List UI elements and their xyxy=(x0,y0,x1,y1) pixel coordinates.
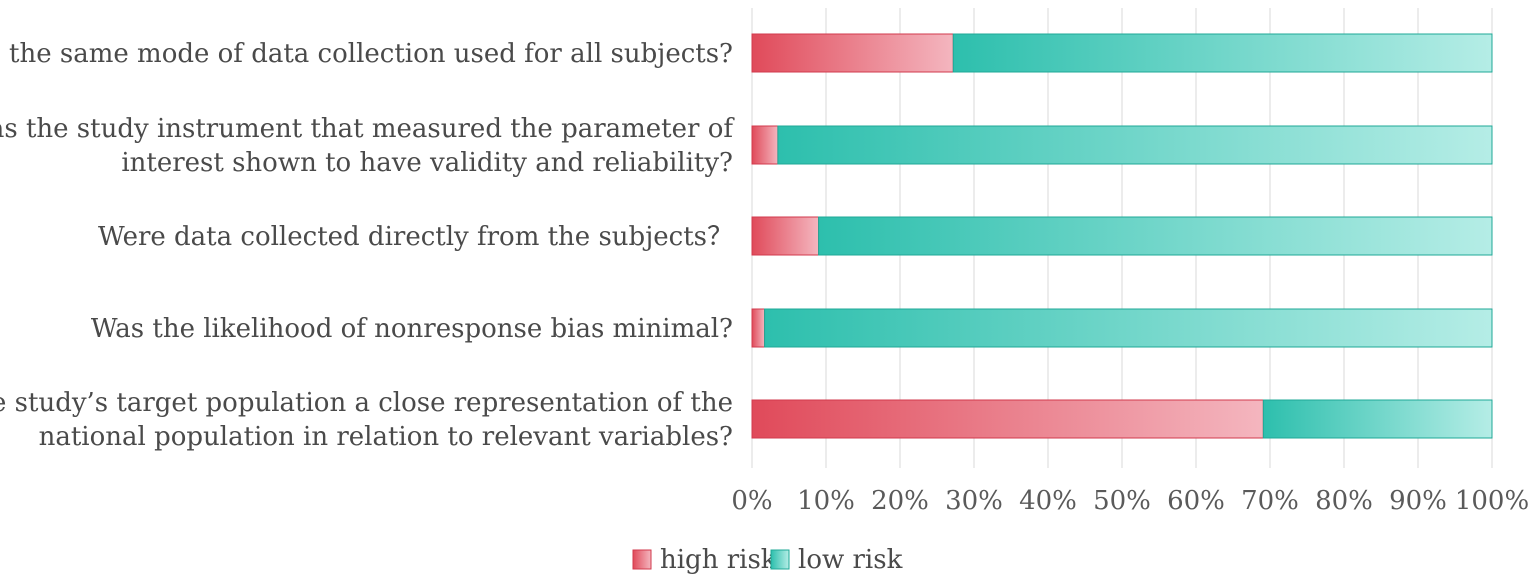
x-tick-label: 60% xyxy=(1167,486,1225,516)
bar-segment-high-risk xyxy=(751,308,766,348)
bar-segment-low-risk xyxy=(952,33,1493,73)
bar-segment-low-risk xyxy=(818,216,1493,256)
legend-label-low-risk: low risk xyxy=(798,545,903,575)
category-label: Were data collected directly from the su… xyxy=(98,222,733,252)
x-axis-ticks: 0% 10% 20% 30% 40% 50% 60% 70% 80% 90% 100% xyxy=(731,486,1529,516)
category-label: Was the likelihood of nonresponse bias m… xyxy=(91,314,733,344)
category-label: Was the same mode of data collection use… xyxy=(0,39,733,69)
bar-segment-low-risk xyxy=(777,125,1493,165)
category-label: Was the study instrument that measured t… xyxy=(0,114,735,144)
bar-segment-high-risk xyxy=(751,399,1264,439)
category-label: national population in relation to relev… xyxy=(39,422,733,452)
category-label: interest shown to have validity and reli… xyxy=(121,148,733,178)
legend-label-high-risk: high risk xyxy=(660,545,777,575)
x-tick-label: 90% xyxy=(1389,486,1447,516)
legend: high risk low risk xyxy=(632,545,903,575)
bar-segment-high-risk xyxy=(751,125,779,165)
bar-segment-high-risk xyxy=(751,33,954,73)
x-tick-label: 40% xyxy=(1019,486,1077,516)
x-tick-label: 50% xyxy=(1093,486,1151,516)
bar-segment-low-risk xyxy=(764,308,1493,348)
category-label: Was the study’s target population a clos… xyxy=(0,388,733,418)
legend-swatch-low-risk xyxy=(770,549,790,570)
x-tick-label: 80% xyxy=(1315,486,1373,516)
x-tick-label: 70% xyxy=(1241,486,1299,516)
bar-segment-low-risk xyxy=(1262,399,1493,439)
bars xyxy=(751,33,1493,439)
x-tick-label: 20% xyxy=(871,486,929,516)
legend-swatch-high-risk xyxy=(632,549,652,570)
x-tick-label: 10% xyxy=(797,486,855,516)
bar-segment-high-risk xyxy=(751,216,820,256)
x-tick-label: 0% xyxy=(731,486,772,516)
x-tick-label: 100% xyxy=(1455,486,1529,516)
category-labels: Was the same mode of data collection use… xyxy=(0,39,735,452)
x-tick-label: 30% xyxy=(945,486,1003,516)
